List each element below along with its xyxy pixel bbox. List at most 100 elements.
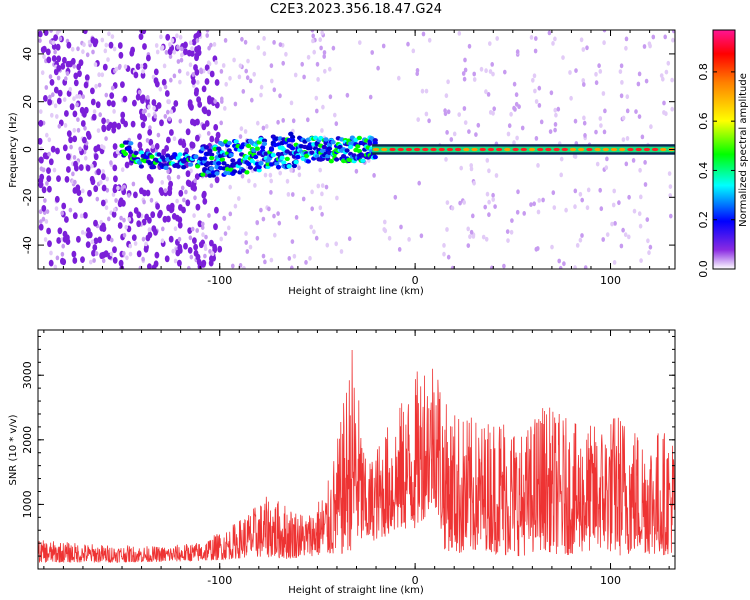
signal-mark: [326, 146, 333, 151]
noise-speck: [38, 119, 44, 127]
noise-speck: [132, 99, 137, 107]
noise-speck: [621, 137, 626, 143]
signal-peak: [643, 147, 651, 152]
signal-peak: [504, 147, 511, 152]
noise-speck: [664, 111, 668, 117]
noise-speck: [43, 237, 48, 242]
noise-speck: [191, 78, 196, 85]
noise-speck: [90, 163, 94, 169]
noise-speck: [469, 163, 474, 168]
noise-speck: [534, 99, 539, 104]
noise-speck: [421, 31, 426, 37]
noise-speck: [209, 70, 215, 78]
noise-speck: [638, 223, 643, 229]
signal-mark: [230, 158, 236, 163]
noise-speck: [73, 79, 79, 87]
noise-speck: [237, 74, 242, 80]
signal-mark: [330, 140, 336, 145]
noise-speck: [131, 234, 137, 242]
noise-speck: [43, 95, 48, 102]
noise-speck: [664, 69, 669, 75]
noise-speck: [66, 41, 72, 49]
noise-speck: [199, 67, 203, 73]
noise-speck: [281, 118, 286, 123]
noise-speck: [167, 48, 173, 56]
noise-speck: [85, 241, 91, 249]
noise-speck: [557, 258, 561, 264]
signal-mark: [360, 158, 366, 163]
signal-peak: [397, 147, 404, 152]
noise-speck: [553, 122, 558, 127]
noise-speck: [188, 62, 193, 68]
noise-speck: [533, 88, 537, 94]
signal-mark: [181, 165, 187, 170]
noise-speck: [101, 124, 107, 132]
noise-speck: [553, 36, 557, 42]
noise-speck: [92, 109, 97, 114]
noise-speck: [278, 42, 283, 47]
noise-speck: [193, 243, 199, 251]
noise-speck: [65, 238, 71, 246]
noise-speck: [594, 80, 599, 86]
noise-speck: [668, 193, 672, 198]
noise-speck: [141, 256, 145, 262]
noise-speck: [671, 37, 675, 43]
noise-speck: [603, 108, 607, 114]
noise-speck: [44, 85, 49, 90]
noise-speck: [175, 33, 179, 39]
signal-peak: [446, 147, 454, 152]
noise-speck: [240, 173, 245, 179]
noise-speck: [53, 86, 59, 94]
noise-speck: [316, 77, 320, 82]
signal-mark: [226, 140, 232, 146]
noise-speck: [106, 99, 112, 107]
noise-speck: [445, 130, 449, 135]
noise-speck: [507, 123, 512, 129]
noise-speck: [76, 46, 80, 52]
signal-mark: [281, 160, 287, 165]
noise-speck: [415, 68, 420, 73]
signal-mark: [290, 134, 296, 140]
noise-speck: [93, 153, 99, 161]
signal-mark: [219, 142, 225, 147]
noise-speck: [306, 54, 311, 60]
noise-speck: [146, 173, 152, 181]
noise-speck: [651, 34, 656, 40]
noise-speck: [228, 75, 232, 81]
noise-speck: [632, 208, 637, 214]
signal-mark: [133, 150, 139, 156]
noise-speck: [142, 43, 147, 50]
noise-speck: [71, 250, 77, 258]
noise-speck: [471, 213, 475, 219]
noise-speck: [534, 36, 538, 41]
noise-speck: [97, 72, 101, 78]
noise-speck: [133, 241, 138, 246]
noise-speck: [417, 180, 422, 186]
noise-speck: [273, 232, 277, 238]
signal-peak: [578, 147, 585, 152]
noise-speck: [320, 128, 324, 133]
snr-x-ticks: -100 0 100: [43, 330, 670, 587]
noise-speck: [63, 123, 68, 128]
noise-speck: [214, 206, 219, 214]
colorbar: 0.0 0.2 0.4 0.6 0.8 Normalized spectral ampl…: [697, 29, 749, 278]
noise-speck: [370, 50, 375, 55]
noise-speck: [445, 227, 449, 232]
noise-speck: [45, 132, 49, 138]
noise-speck: [137, 133, 142, 141]
noise-speck: [120, 186, 124, 191]
signal-peak: [471, 147, 478, 152]
signal-mark: [344, 148, 350, 153]
signal-mark: [195, 164, 201, 169]
noise-speck: [71, 171, 75, 177]
noise-speck: [95, 196, 100, 202]
noise-speck: [187, 265, 191, 269]
colorbar-tick-label: 0.6: [697, 112, 710, 130]
noise-speck: [495, 36, 500, 41]
noise-speck: [46, 175, 52, 183]
noise-speck: [515, 135, 519, 141]
noise-speck: [180, 46, 184, 52]
noise-speck: [581, 47, 586, 52]
noise-speck: [70, 46, 75, 52]
noise-speck: [644, 78, 649, 84]
